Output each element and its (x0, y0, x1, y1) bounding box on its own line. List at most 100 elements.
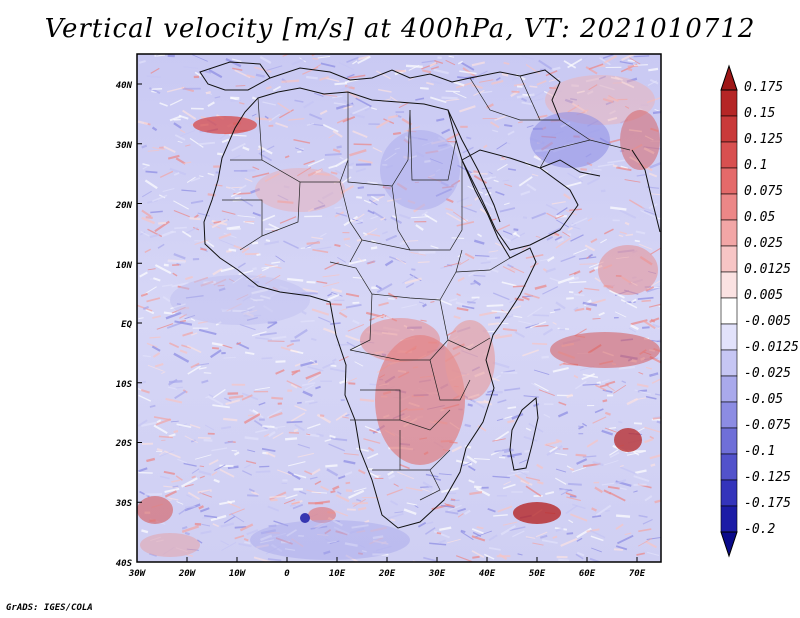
field-streak (261, 447, 276, 452)
field-streak (501, 281, 517, 287)
field-streak (486, 270, 491, 273)
field-streak (252, 267, 257, 271)
field-streak (227, 500, 233, 505)
field-streak (166, 86, 185, 93)
field-streak (244, 177, 253, 183)
field-streak (553, 308, 561, 312)
field-streak (610, 206, 627, 211)
field-streak (294, 99, 304, 103)
field-streak (352, 502, 368, 505)
field-streak (582, 301, 598, 307)
field-streak (494, 242, 507, 249)
field-streak (272, 432, 284, 439)
field-streak (325, 77, 340, 83)
field-streak (621, 80, 635, 89)
field-streak (345, 414, 350, 417)
field-streak (445, 198, 454, 203)
field-streak (159, 102, 168, 107)
field-streak (328, 134, 335, 139)
field-streak (345, 303, 362, 309)
colorbar-label: -0.05 (744, 392, 783, 407)
lat-label: 20N (115, 201, 133, 211)
field-streak (300, 319, 315, 323)
field-streak (438, 473, 452, 476)
field-streak (566, 297, 574, 300)
field-streak (514, 297, 524, 302)
colorbar-label: 0.0125 (744, 262, 791, 277)
field-streak (457, 507, 466, 513)
field-streak (625, 233, 633, 237)
colorbar-swatch (720, 219, 738, 247)
field-streak (271, 396, 284, 400)
field-streak (221, 138, 230, 144)
field-streak (398, 213, 411, 220)
field-streak (171, 282, 189, 288)
field-streak (398, 102, 410, 109)
field-streak (405, 64, 423, 68)
field-streak (627, 59, 636, 63)
field-streak (495, 224, 511, 232)
field-streak (328, 443, 346, 452)
field-streak (314, 204, 326, 211)
field-streak (628, 199, 645, 210)
field-streak (650, 318, 656, 323)
colorbar-swatch (720, 323, 738, 351)
updraft-southern-africa (375, 335, 465, 465)
field-streak (207, 395, 224, 406)
field-streak (236, 341, 242, 346)
field-streak (588, 63, 604, 70)
field-streak (477, 424, 487, 432)
field-streak (337, 257, 347, 263)
field-streak (223, 417, 238, 422)
field-streak (578, 290, 583, 294)
field-streak (204, 239, 215, 248)
field-streak (233, 244, 247, 251)
field-streak (146, 297, 161, 303)
field-streak (546, 212, 557, 219)
field-streak (289, 503, 296, 507)
field-streak (609, 451, 620, 458)
field-streak (242, 146, 250, 152)
field-streak (504, 415, 513, 420)
field-streak (460, 531, 474, 541)
field-streak (459, 70, 477, 75)
field-streak (559, 488, 568, 491)
field-streak (654, 393, 661, 396)
field-streak (190, 362, 200, 369)
field-streak (176, 423, 192, 428)
field-streak (429, 542, 447, 546)
field-streak (311, 236, 323, 240)
field-streak (486, 103, 494, 109)
updraft-southwest (137, 496, 173, 524)
field-streak (599, 57, 611, 66)
field-streak (270, 498, 278, 502)
field-streak (405, 282, 415, 289)
field-streak (648, 67, 659, 72)
field-streak (162, 546, 175, 556)
field-streak (491, 79, 504, 85)
field-streak (494, 447, 512, 453)
field-streak (325, 464, 338, 468)
field-streak (293, 139, 311, 144)
field-streak (650, 279, 661, 287)
field-streak (355, 167, 366, 173)
field-streak (192, 54, 208, 62)
field-streak (558, 401, 567, 406)
field-streak (507, 406, 517, 410)
field-streak (345, 481, 351, 485)
field-streak (606, 96, 619, 103)
field-streak (346, 341, 358, 349)
field-streak (335, 212, 348, 217)
field-streak (567, 276, 580, 283)
field-streak (291, 369, 301, 374)
field-streak (264, 115, 269, 120)
field-streak (262, 425, 275, 428)
field-streak (499, 207, 516, 213)
field-streak (167, 260, 186, 264)
field-streak (605, 380, 616, 386)
field-streak (390, 518, 396, 522)
field-streak (652, 416, 661, 420)
field-streak (609, 426, 617, 430)
field-streak (170, 420, 179, 423)
field-streak (243, 537, 249, 542)
